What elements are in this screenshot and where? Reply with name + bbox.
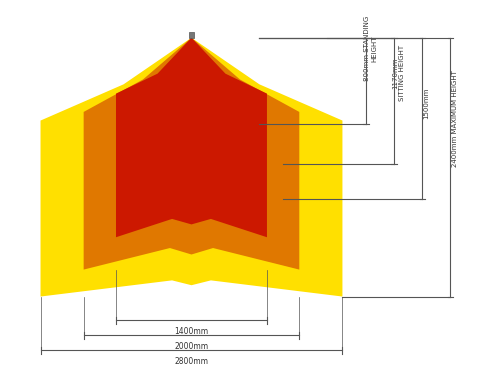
Text: 1500mm: 1500mm — [423, 87, 430, 119]
Polygon shape — [84, 38, 300, 270]
Bar — [189, 32, 193, 38]
Text: 1400mm: 1400mm — [174, 327, 208, 336]
Polygon shape — [116, 38, 267, 237]
Polygon shape — [40, 38, 342, 296]
Text: 2000mm: 2000mm — [174, 342, 208, 351]
Text: 800mm STANDING
HEIGHT: 800mm STANDING HEIGHT — [364, 16, 377, 81]
Text: 2800mm: 2800mm — [174, 357, 208, 366]
Text: 2400mm MAXIMUM HEIGHT: 2400mm MAXIMUM HEIGHT — [452, 70, 457, 167]
Text: 1170mm
SITTING HEIGHT: 1170mm SITTING HEIGHT — [392, 45, 405, 101]
